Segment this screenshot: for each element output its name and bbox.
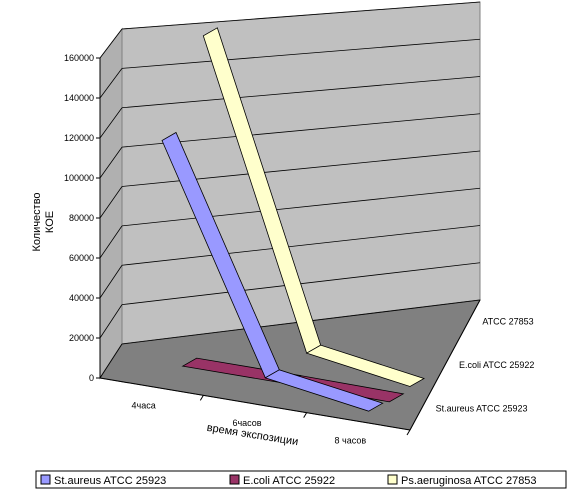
x-tick-mark [303, 412, 308, 418]
y-tick-label: 80000 [69, 213, 94, 223]
series-segment [264, 369, 384, 412]
gridline-side [99, 186, 123, 219]
legend-label: St.aureus ATCC 25923 [54, 475, 166, 487]
gridline-side [99, 68, 123, 99]
y-tick-label: 40000 [69, 293, 94, 303]
side-wall [99, 27, 123, 380]
y-axis-title-line1: Количество [31, 192, 43, 251]
legend: St.aureus ATCC 25923 E.coli ATCC 25922 Ps.… [40, 474, 537, 487]
x-tick-label: 8 часов [335, 435, 367, 445]
gridline-side [99, 28, 123, 59]
gridline-back [121, 76, 481, 109]
x-tick-label: 4часа [132, 401, 156, 411]
series-ribbon [161, 131, 384, 412]
gridline-side [99, 225, 123, 259]
y-tick-label: 160000 [64, 53, 94, 63]
gridline-back [121, 187, 481, 227]
legend-label: E.coli ATCC 25922 [243, 475, 335, 487]
depth-tick-label: ATCC 27853 [482, 317, 533, 327]
depth-axis-line [409, 299, 481, 431]
legend-swatch [387, 474, 398, 485]
y-tick-label: 100000 [64, 173, 94, 183]
gridline-side [99, 265, 123, 299]
y-tick-label: 140000 [64, 93, 94, 103]
depth-tick-labels: St.aureus ATCC 25923 E.coli ATCC 25922 ATC… [436, 317, 535, 414]
depth-tick-label: E.coli ATCC 25922 [459, 360, 534, 370]
x-tick-mark [199, 395, 204, 401]
series-ribbon [202, 27, 425, 387]
gridline-back [121, 38, 481, 69]
legend-label: Ps.aeruginosa ATCC 27853 [401, 475, 537, 487]
y-tick-label: 60000 [69, 253, 94, 263]
x-axis-line [99, 377, 411, 431]
legend-swatch [229, 474, 240, 485]
y-tick-label: 20000 [69, 333, 94, 343]
x-tick-label: 6часов [232, 418, 261, 428]
series-segment [305, 344, 425, 387]
x-tick-mark [406, 429, 411, 436]
series-layer [161, 27, 425, 412]
y-tick-labels: 0 20000 40000 60000 80000 100000 120000 140000 1… [64, 53, 100, 383]
x-tick-labels: 4часа 6часов 8 часов [132, 395, 411, 445]
gridline-side [99, 343, 123, 379]
legend-box [35, 470, 567, 489]
legend-swatch [40, 474, 51, 485]
depth-tick-label: St.aureus ATCC 25923 [436, 403, 528, 413]
gridline-back [121, 113, 481, 148]
gridline-side [99, 146, 123, 179]
gridline-back [121, 225, 481, 266]
y-axis-title-line2: КОЕ [44, 211, 56, 233]
gridline-side [99, 107, 123, 139]
gridline-back [121, 1, 481, 30]
gridline-side [99, 304, 123, 339]
y-tick-label: 120000 [64, 133, 94, 143]
y-tick-label: 0 [89, 373, 94, 383]
